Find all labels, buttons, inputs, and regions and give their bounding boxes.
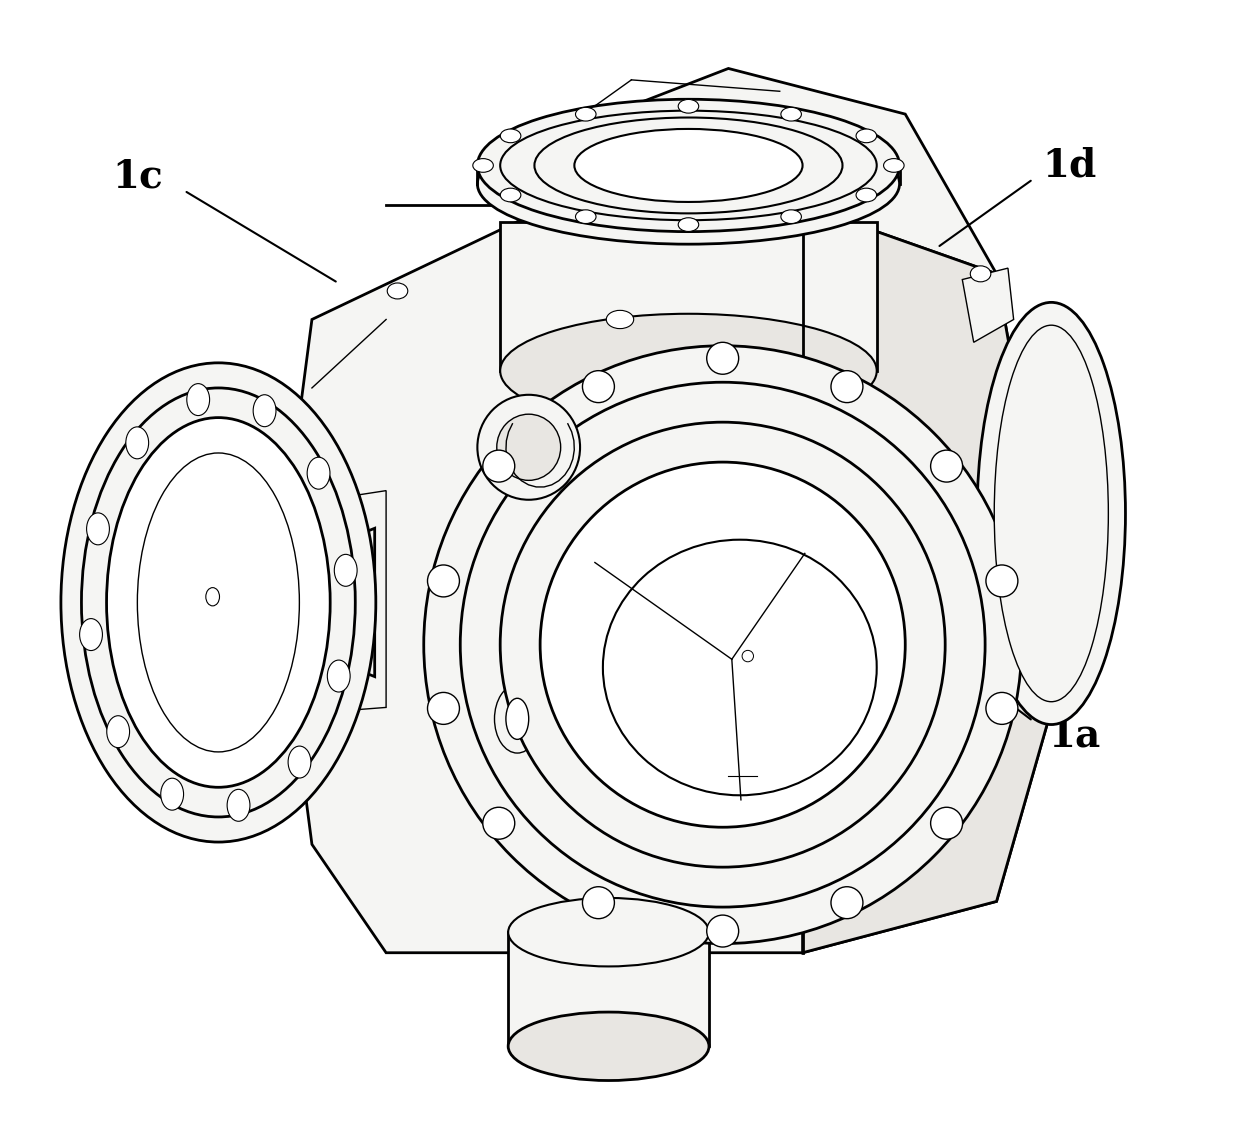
Circle shape <box>707 915 739 947</box>
Ellipse shape <box>387 283 408 299</box>
Ellipse shape <box>107 715 129 747</box>
Ellipse shape <box>506 698 528 739</box>
Ellipse shape <box>161 778 184 810</box>
Ellipse shape <box>781 210 801 224</box>
Ellipse shape <box>495 685 541 753</box>
Ellipse shape <box>206 588 219 606</box>
Circle shape <box>986 565 1018 597</box>
Ellipse shape <box>61 363 376 842</box>
Ellipse shape <box>574 129 802 202</box>
Ellipse shape <box>500 188 521 202</box>
Ellipse shape <box>508 898 709 966</box>
Ellipse shape <box>87 512 109 544</box>
Ellipse shape <box>678 218 698 232</box>
Polygon shape <box>859 485 985 639</box>
Ellipse shape <box>500 129 521 143</box>
Ellipse shape <box>460 382 985 907</box>
Ellipse shape <box>508 1012 709 1081</box>
Circle shape <box>986 693 1018 725</box>
Ellipse shape <box>335 555 357 586</box>
Ellipse shape <box>327 661 350 693</box>
Ellipse shape <box>575 210 596 224</box>
Polygon shape <box>500 222 877 371</box>
Ellipse shape <box>227 790 250 822</box>
Ellipse shape <box>575 107 596 121</box>
Circle shape <box>931 451 962 483</box>
Ellipse shape <box>253 395 277 427</box>
Polygon shape <box>802 205 1065 953</box>
Ellipse shape <box>125 427 149 459</box>
Ellipse shape <box>678 99 698 113</box>
Ellipse shape <box>500 111 877 220</box>
Ellipse shape <box>187 383 210 415</box>
Ellipse shape <box>497 414 560 480</box>
Circle shape <box>428 565 460 597</box>
Ellipse shape <box>970 266 991 282</box>
Ellipse shape <box>477 123 899 244</box>
Ellipse shape <box>781 107 801 121</box>
Circle shape <box>831 887 863 919</box>
Polygon shape <box>552 68 997 274</box>
Ellipse shape <box>107 418 330 787</box>
Ellipse shape <box>82 388 356 817</box>
Text: 1c: 1c <box>113 157 162 196</box>
Polygon shape <box>312 491 386 713</box>
Circle shape <box>931 807 962 839</box>
Ellipse shape <box>541 462 905 827</box>
Ellipse shape <box>977 302 1126 725</box>
Ellipse shape <box>424 346 1022 944</box>
Circle shape <box>831 371 863 403</box>
Text: 1a: 1a <box>1048 717 1100 755</box>
Ellipse shape <box>534 118 842 213</box>
Polygon shape <box>962 268 1013 342</box>
Ellipse shape <box>477 99 899 232</box>
Ellipse shape <box>477 395 580 500</box>
Polygon shape <box>477 165 899 184</box>
Polygon shape <box>278 205 1065 953</box>
Circle shape <box>482 807 515 839</box>
Ellipse shape <box>308 458 330 489</box>
Polygon shape <box>508 932 709 1046</box>
Circle shape <box>428 693 460 725</box>
Circle shape <box>707 342 739 374</box>
Ellipse shape <box>856 188 877 202</box>
Ellipse shape <box>138 453 299 752</box>
Ellipse shape <box>994 325 1109 702</box>
Ellipse shape <box>603 540 877 795</box>
Ellipse shape <box>500 314 877 428</box>
Ellipse shape <box>742 650 754 662</box>
Circle shape <box>583 887 614 919</box>
Polygon shape <box>298 528 374 677</box>
Ellipse shape <box>472 159 494 172</box>
Circle shape <box>482 451 515 483</box>
Text: 1d: 1d <box>1042 146 1096 185</box>
Ellipse shape <box>884 159 904 172</box>
Ellipse shape <box>288 746 311 778</box>
Ellipse shape <box>606 310 634 329</box>
Circle shape <box>583 371 614 403</box>
Ellipse shape <box>79 618 103 650</box>
Ellipse shape <box>500 422 945 867</box>
Ellipse shape <box>856 129 877 143</box>
